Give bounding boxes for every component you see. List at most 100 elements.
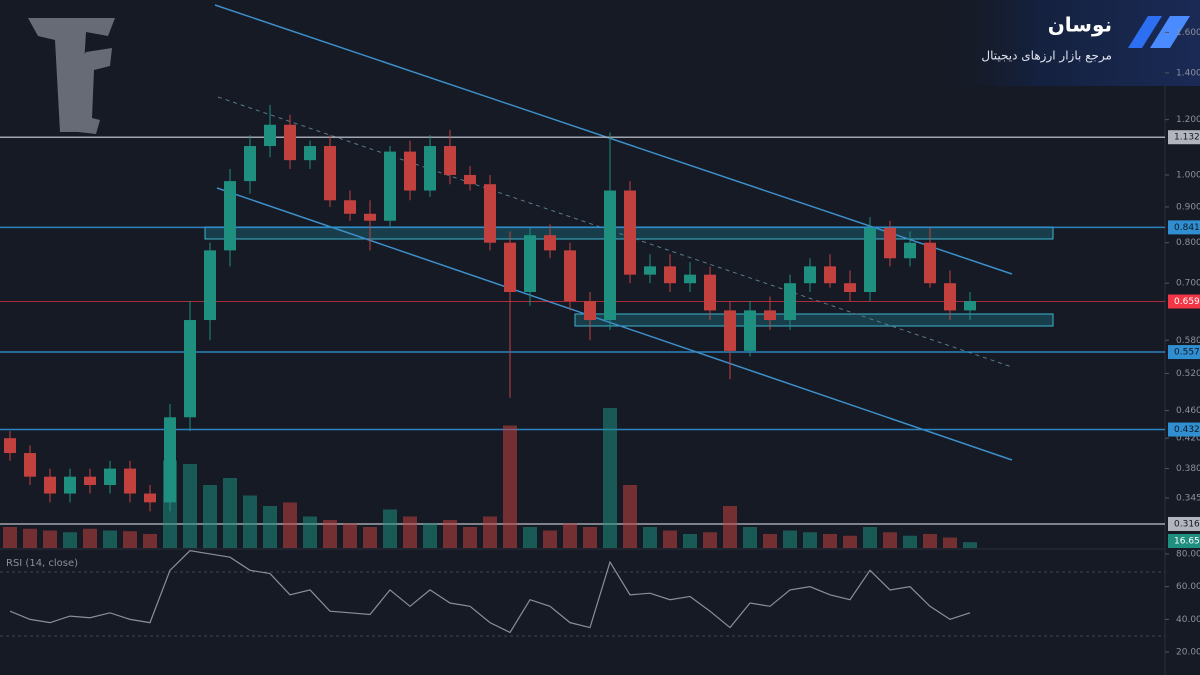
candle-body xyxy=(684,274,696,284)
candle-body xyxy=(804,266,816,284)
volume-label-box xyxy=(1168,534,1200,548)
candle-body xyxy=(484,184,496,243)
candle-body xyxy=(924,242,936,284)
level-label: 0.5579 xyxy=(1174,348,1200,358)
candle-body xyxy=(124,468,136,494)
volume-bar xyxy=(363,527,377,548)
y-tick-label: 0.3450 xyxy=(1176,493,1200,503)
candle-body xyxy=(4,438,16,454)
volume-bar xyxy=(543,530,557,548)
volume-bar xyxy=(783,530,797,548)
brand-name: نوسان xyxy=(1048,13,1112,37)
candle-body xyxy=(224,181,236,251)
candle-body xyxy=(904,242,916,259)
volume-bar xyxy=(403,516,417,548)
candle-body xyxy=(944,283,956,311)
volume-bar xyxy=(963,542,977,548)
volume-bar xyxy=(23,528,37,548)
y-tick-label: 1.6000 xyxy=(1176,28,1200,38)
level-label-box xyxy=(1168,130,1200,145)
rsi-tick-label: 60.00 xyxy=(1176,582,1200,592)
candle-body xyxy=(104,468,116,485)
volume-bar xyxy=(103,530,117,548)
volume-bar xyxy=(203,485,217,548)
level-label-box xyxy=(1168,422,1200,437)
volume-bar xyxy=(803,532,817,548)
candle-body xyxy=(824,266,836,284)
level-label: 1.1325 xyxy=(1174,133,1200,143)
volume-bar xyxy=(663,530,677,548)
candle-body xyxy=(264,124,276,147)
volume-bar xyxy=(243,495,257,548)
volume-bar xyxy=(83,528,97,548)
level-label-box xyxy=(1168,220,1200,235)
candle-body xyxy=(504,242,516,293)
candle-body xyxy=(544,235,556,251)
candle-body xyxy=(404,151,416,191)
volume-bar xyxy=(863,527,877,548)
candle-body xyxy=(784,283,796,321)
candle-body xyxy=(304,146,316,161)
candle-body xyxy=(144,493,156,503)
volume-bar xyxy=(643,527,657,548)
volume-bar xyxy=(223,478,237,548)
volume-bar xyxy=(623,485,637,548)
candle-body xyxy=(664,266,676,284)
volume-bar xyxy=(823,534,837,548)
candle-body xyxy=(644,266,656,275)
candle-body xyxy=(24,453,36,477)
channel-bottom xyxy=(216,187,1013,461)
candle-body xyxy=(524,235,536,293)
level-label: 0.8414 xyxy=(1174,223,1200,233)
brand-tagline: مرجع بازار ارزهای دیجیتال xyxy=(981,49,1112,64)
volume-bar xyxy=(323,520,337,548)
volume-bar xyxy=(123,531,137,548)
volume-bar xyxy=(503,425,517,548)
volume-bar xyxy=(483,516,497,548)
candle-body xyxy=(584,301,596,321)
volume-bar xyxy=(683,534,697,548)
volume-bar xyxy=(603,408,617,548)
level-label: 0.4322 xyxy=(1174,425,1200,435)
volume-bar xyxy=(523,527,537,548)
level-label: 0.3166 xyxy=(1174,519,1200,529)
candle-body xyxy=(384,151,396,221)
level-label-box xyxy=(1168,294,1200,309)
volume-bar xyxy=(343,523,357,548)
candle-body xyxy=(744,310,756,351)
volume-bar xyxy=(923,534,937,548)
candle-body xyxy=(364,213,376,221)
volume-bar xyxy=(143,534,157,548)
brand-logo xyxy=(1128,16,1190,48)
volume-bar xyxy=(183,464,197,548)
volume-bar xyxy=(883,532,897,548)
volume-bar xyxy=(303,516,317,548)
candle-body xyxy=(204,250,216,321)
candle-body xyxy=(324,146,336,201)
candle-body xyxy=(844,283,856,293)
rsi-tick-label: 20.00 xyxy=(1176,648,1200,658)
candle-body xyxy=(64,476,76,494)
volume-bar xyxy=(703,532,717,548)
volume-bar xyxy=(283,502,297,548)
volume-bar xyxy=(943,537,957,548)
candle-body xyxy=(464,174,476,185)
volume-bar xyxy=(903,535,917,548)
candle-body xyxy=(604,190,616,321)
candle-body xyxy=(444,146,456,175)
volume-bar xyxy=(43,530,57,548)
volume-bar xyxy=(3,527,17,548)
candle-body xyxy=(424,146,436,191)
y-tick-label: 1.4000 xyxy=(1176,68,1200,78)
candle-body xyxy=(724,310,736,351)
candle-body xyxy=(624,190,636,275)
candle-body xyxy=(244,146,256,182)
candle-body xyxy=(84,476,96,485)
